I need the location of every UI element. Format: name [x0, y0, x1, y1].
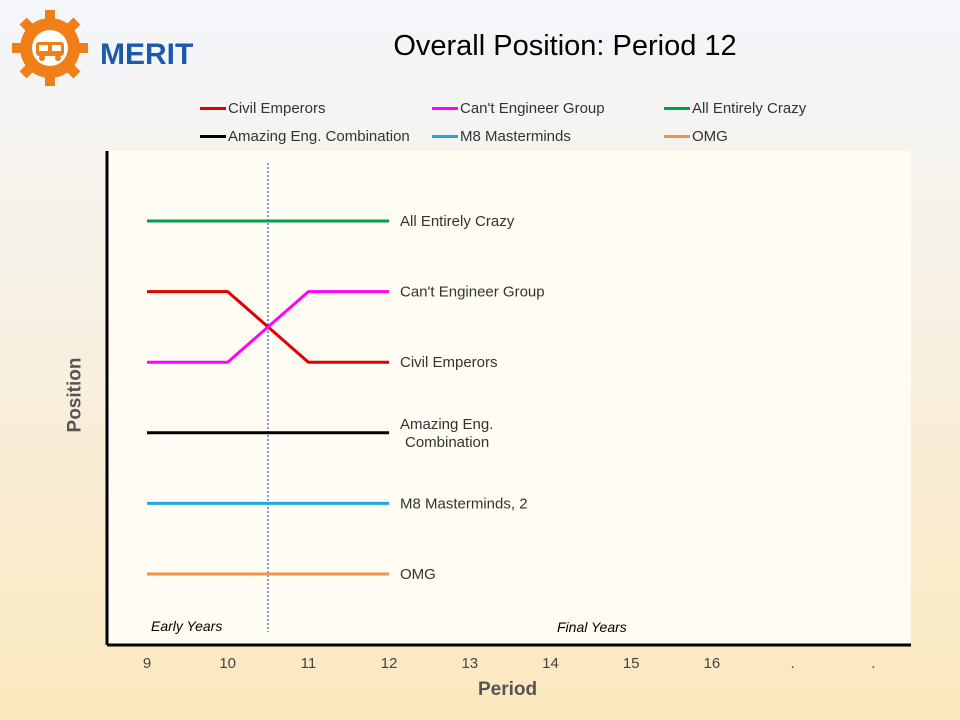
- region-label-early: Early Years: [151, 618, 222, 634]
- region-label-final: Final Years: [557, 619, 627, 635]
- series-end-label-line: Amazing Eng.: [400, 416, 493, 433]
- series-end-label-line: Civil Emperors: [400, 354, 498, 371]
- x-tick-label: .: [791, 655, 795, 672]
- legend-swatch: [200, 106, 226, 110]
- series-end-label: OMG: [400, 566, 436, 583]
- x-tick-label: 12: [381, 655, 398, 672]
- legend-item-m8-masterminds: M8 Masterminds: [432, 127, 571, 145]
- chart-title: Overall Position: Period 12: [393, 30, 737, 62]
- series-line-1: [147, 290, 390, 364]
- legend-item-omg: OMG: [664, 127, 728, 145]
- legend-item-civil-emperors: Civil Emperors: [200, 99, 326, 117]
- series-end-label: Civil Emperors: [400, 354, 498, 371]
- series-end-label: Amazing Eng. Combination: [400, 416, 493, 451]
- gear-logo-icon: [12, 10, 88, 86]
- legend-label: OMG: [692, 127, 728, 145]
- plot-area: [107, 151, 911, 645]
- series-end-label-line: Combination: [405, 434, 489, 451]
- logo-text: MERIT: [100, 38, 194, 71]
- series-end-label: M8 Masterminds, 2: [400, 495, 528, 512]
- y-axis-title: Position: [64, 357, 86, 433]
- legend-item-all-entirely-crazy: All Entirely Crazy: [664, 99, 806, 117]
- legend-swatch: [200, 134, 226, 138]
- x-tick-label: 13: [461, 655, 478, 672]
- legend-item-cant-engineer-group: Can't Engineer Group: [432, 99, 605, 117]
- legend-label: Amazing Eng. Combination: [228, 127, 410, 145]
- series-end-label-line: All Entirely Crazy: [400, 213, 515, 230]
- x-tick-label: 14: [542, 655, 559, 672]
- series-end-label-line: Can't Engineer Group: [400, 284, 545, 301]
- x-tick-label: 10: [219, 655, 236, 672]
- x-tick-label: 16: [704, 655, 721, 672]
- x-tick-label: 9: [143, 655, 151, 672]
- series-end-label-line: OMG: [400, 566, 436, 583]
- legend-swatch: [432, 106, 458, 110]
- legend-swatch: [432, 134, 458, 138]
- legend-item-amazing-eng-combination: Amazing Eng. Combination: [200, 127, 410, 145]
- series-end-label: All Entirely Crazy: [400, 213, 515, 230]
- merit-logo: MERIT: [10, 8, 193, 88]
- x-tick-label: .: [871, 655, 875, 672]
- x-tick-label: 11: [301, 655, 317, 672]
- legend-swatch: [664, 106, 690, 110]
- legend-label: Civil Emperors: [228, 99, 326, 117]
- series-end-label-line: M8 Masterminds, 2: [400, 495, 528, 512]
- legend-label: All Entirely Crazy: [692, 99, 807, 117]
- x-axis-title: Period: [478, 679, 538, 700]
- legend-swatch: [664, 134, 690, 138]
- series-end-label: Can't Engineer Group: [400, 284, 545, 301]
- x-tick-label: 15: [623, 655, 640, 672]
- legend-label: M8 Masterminds: [460, 127, 571, 145]
- legend-label: Can't Engineer Group: [460, 99, 605, 117]
